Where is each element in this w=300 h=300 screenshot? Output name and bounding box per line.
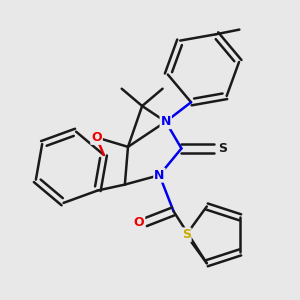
Text: O: O — [91, 131, 102, 144]
Text: N: N — [160, 115, 171, 128]
Text: S: S — [218, 142, 227, 155]
Text: O: O — [134, 216, 144, 229]
Text: S: S — [182, 228, 190, 242]
Text: N: N — [154, 169, 165, 182]
